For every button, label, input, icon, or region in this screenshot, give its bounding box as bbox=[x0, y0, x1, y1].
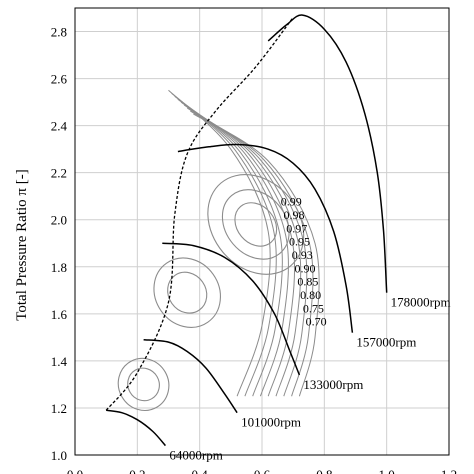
x-tick-labels: 0.0 0.2 0.4 0.6 0.8 1.0 1.2 bbox=[67, 467, 457, 474]
efficiency-contour bbox=[186, 107, 308, 397]
efficiency-label: 0.99 bbox=[281, 195, 302, 209]
efficiency-contour bbox=[221, 189, 290, 260]
y-axis-label: Total Pressure Ratio π [-] bbox=[14, 169, 30, 321]
efficiency-label: 0.95 bbox=[289, 235, 310, 249]
efficiency-contour bbox=[180, 101, 296, 397]
y-tick-label: 2.6 bbox=[51, 72, 68, 87]
speed-line bbox=[106, 409, 166, 447]
efficiency-label: 0.97 bbox=[286, 221, 307, 235]
y-tick-label: 1.8 bbox=[51, 260, 67, 275]
x-tick-label: 0.8 bbox=[316, 467, 332, 474]
x-tick-label: 1.0 bbox=[379, 467, 395, 474]
efficiency-contour bbox=[153, 257, 221, 328]
speed-line bbox=[143, 338, 238, 414]
speed-label: 64000rpm bbox=[169, 448, 222, 463]
y-tick-labels: 1.0 1.2 1.4 1.6 1.8 2.0 2.2 2.4 2.6 2.8 bbox=[51, 25, 68, 463]
y-tick-label: 1.0 bbox=[51, 448, 67, 463]
efficiency-label: 0.98 bbox=[283, 208, 304, 222]
speed-label: 178000rpm bbox=[391, 295, 451, 310]
y-tick-label: 2.0 bbox=[51, 213, 67, 228]
speed-line bbox=[267, 14, 388, 293]
plot-frame bbox=[74, 7, 450, 456]
efficiency-labels: 0.990.980.970.950.930.900.850.800.750.70 bbox=[281, 195, 327, 329]
y-tick-label: 1.4 bbox=[51, 354, 68, 369]
y-tick-label: 1.2 bbox=[51, 401, 67, 416]
x-tick-label: 0.0 bbox=[67, 467, 83, 474]
x-tick-label: 0.6 bbox=[254, 467, 271, 474]
efficiency-label: 0.75 bbox=[303, 301, 324, 315]
surge-line bbox=[105, 17, 294, 411]
efficiency-contour bbox=[193, 113, 320, 397]
efficiency-contour bbox=[207, 174, 305, 275]
efficiency-contours bbox=[117, 89, 320, 411]
efficiency-contour bbox=[177, 98, 289, 397]
y-tick-label: 2.2 bbox=[51, 166, 67, 181]
speed-label: 101000rpm bbox=[241, 415, 301, 430]
efficiency-label: 0.90 bbox=[295, 261, 316, 275]
speed-label: 157000rpm bbox=[356, 335, 416, 350]
efficiency-contour bbox=[168, 89, 271, 397]
efficiency-label: 0.70 bbox=[306, 315, 327, 329]
speed-line bbox=[177, 143, 354, 333]
efficiency-label: 0.85 bbox=[297, 275, 318, 289]
efficiency-contour bbox=[117, 357, 170, 411]
y-tick-label: 2.4 bbox=[51, 119, 68, 134]
efficiency-label: 0.93 bbox=[292, 248, 313, 262]
speed-line bbox=[162, 242, 301, 376]
y-tick-label: 1.6 bbox=[51, 307, 68, 322]
efficiency-contour bbox=[127, 367, 160, 402]
efficiency-contour bbox=[234, 202, 278, 247]
x-tick-label: 1.2 bbox=[441, 467, 457, 474]
efficiency-contour bbox=[190, 110, 314, 397]
efficiency-contour bbox=[183, 104, 302, 397]
speed-label: 133000rpm bbox=[303, 377, 363, 392]
efficiency-contour bbox=[167, 271, 208, 314]
efficiency-contour bbox=[171, 92, 277, 397]
efficiency-label: 0.80 bbox=[300, 288, 321, 302]
speed-labels: 64000rpm 101000rpm 133000rpm 157000rpm 17800… bbox=[169, 295, 450, 463]
y-tick-label: 2.8 bbox=[51, 25, 67, 40]
x-tick-label: 0.2 bbox=[129, 467, 145, 474]
efficiency-contour bbox=[174, 95, 283, 397]
x-tick-label: 0.4 bbox=[192, 467, 209, 474]
grid-lines bbox=[74, 8, 450, 456]
